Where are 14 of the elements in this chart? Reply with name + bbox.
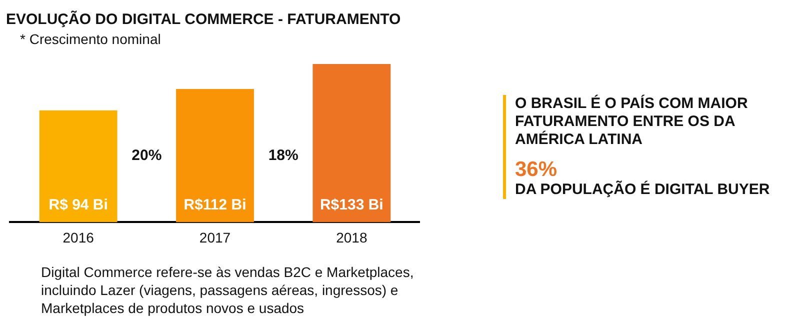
data-label: R$ 94 Bi xyxy=(48,196,108,214)
annotation: 20% xyxy=(132,146,162,164)
text: O BRASIL É O PAÍS COM MAIOR FATURAMENTO ENTRE OS DA AMÉRICA LATINA xyxy=(515,95,749,149)
chart-title: EVOLUÇÃO DO DIGITAL COMMERCE - FATURAMENTO xyxy=(6,11,401,28)
annotation: 18% xyxy=(268,146,298,164)
x-tick-label: 2018 xyxy=(336,229,368,246)
data-label: R$133 Bi xyxy=(320,196,384,214)
x-tick-label: 2017 xyxy=(199,229,231,246)
text: Digital Commerce refere-se às vendas B2C e Marketplaces, incluindo Lazer (viagens, passagens aéreas, ingressos) e Marketplaces de produtos novos e usados xyxy=(41,263,415,317)
chart-subtitle: * Crescimento nominal xyxy=(20,31,161,47)
data-label: R$112 Bi xyxy=(184,196,246,214)
text: DA POPULAÇÃO É DIGITAL BUYER xyxy=(515,181,771,199)
x-tick-label: 2016 xyxy=(62,229,94,246)
text: 36% xyxy=(515,158,558,181)
